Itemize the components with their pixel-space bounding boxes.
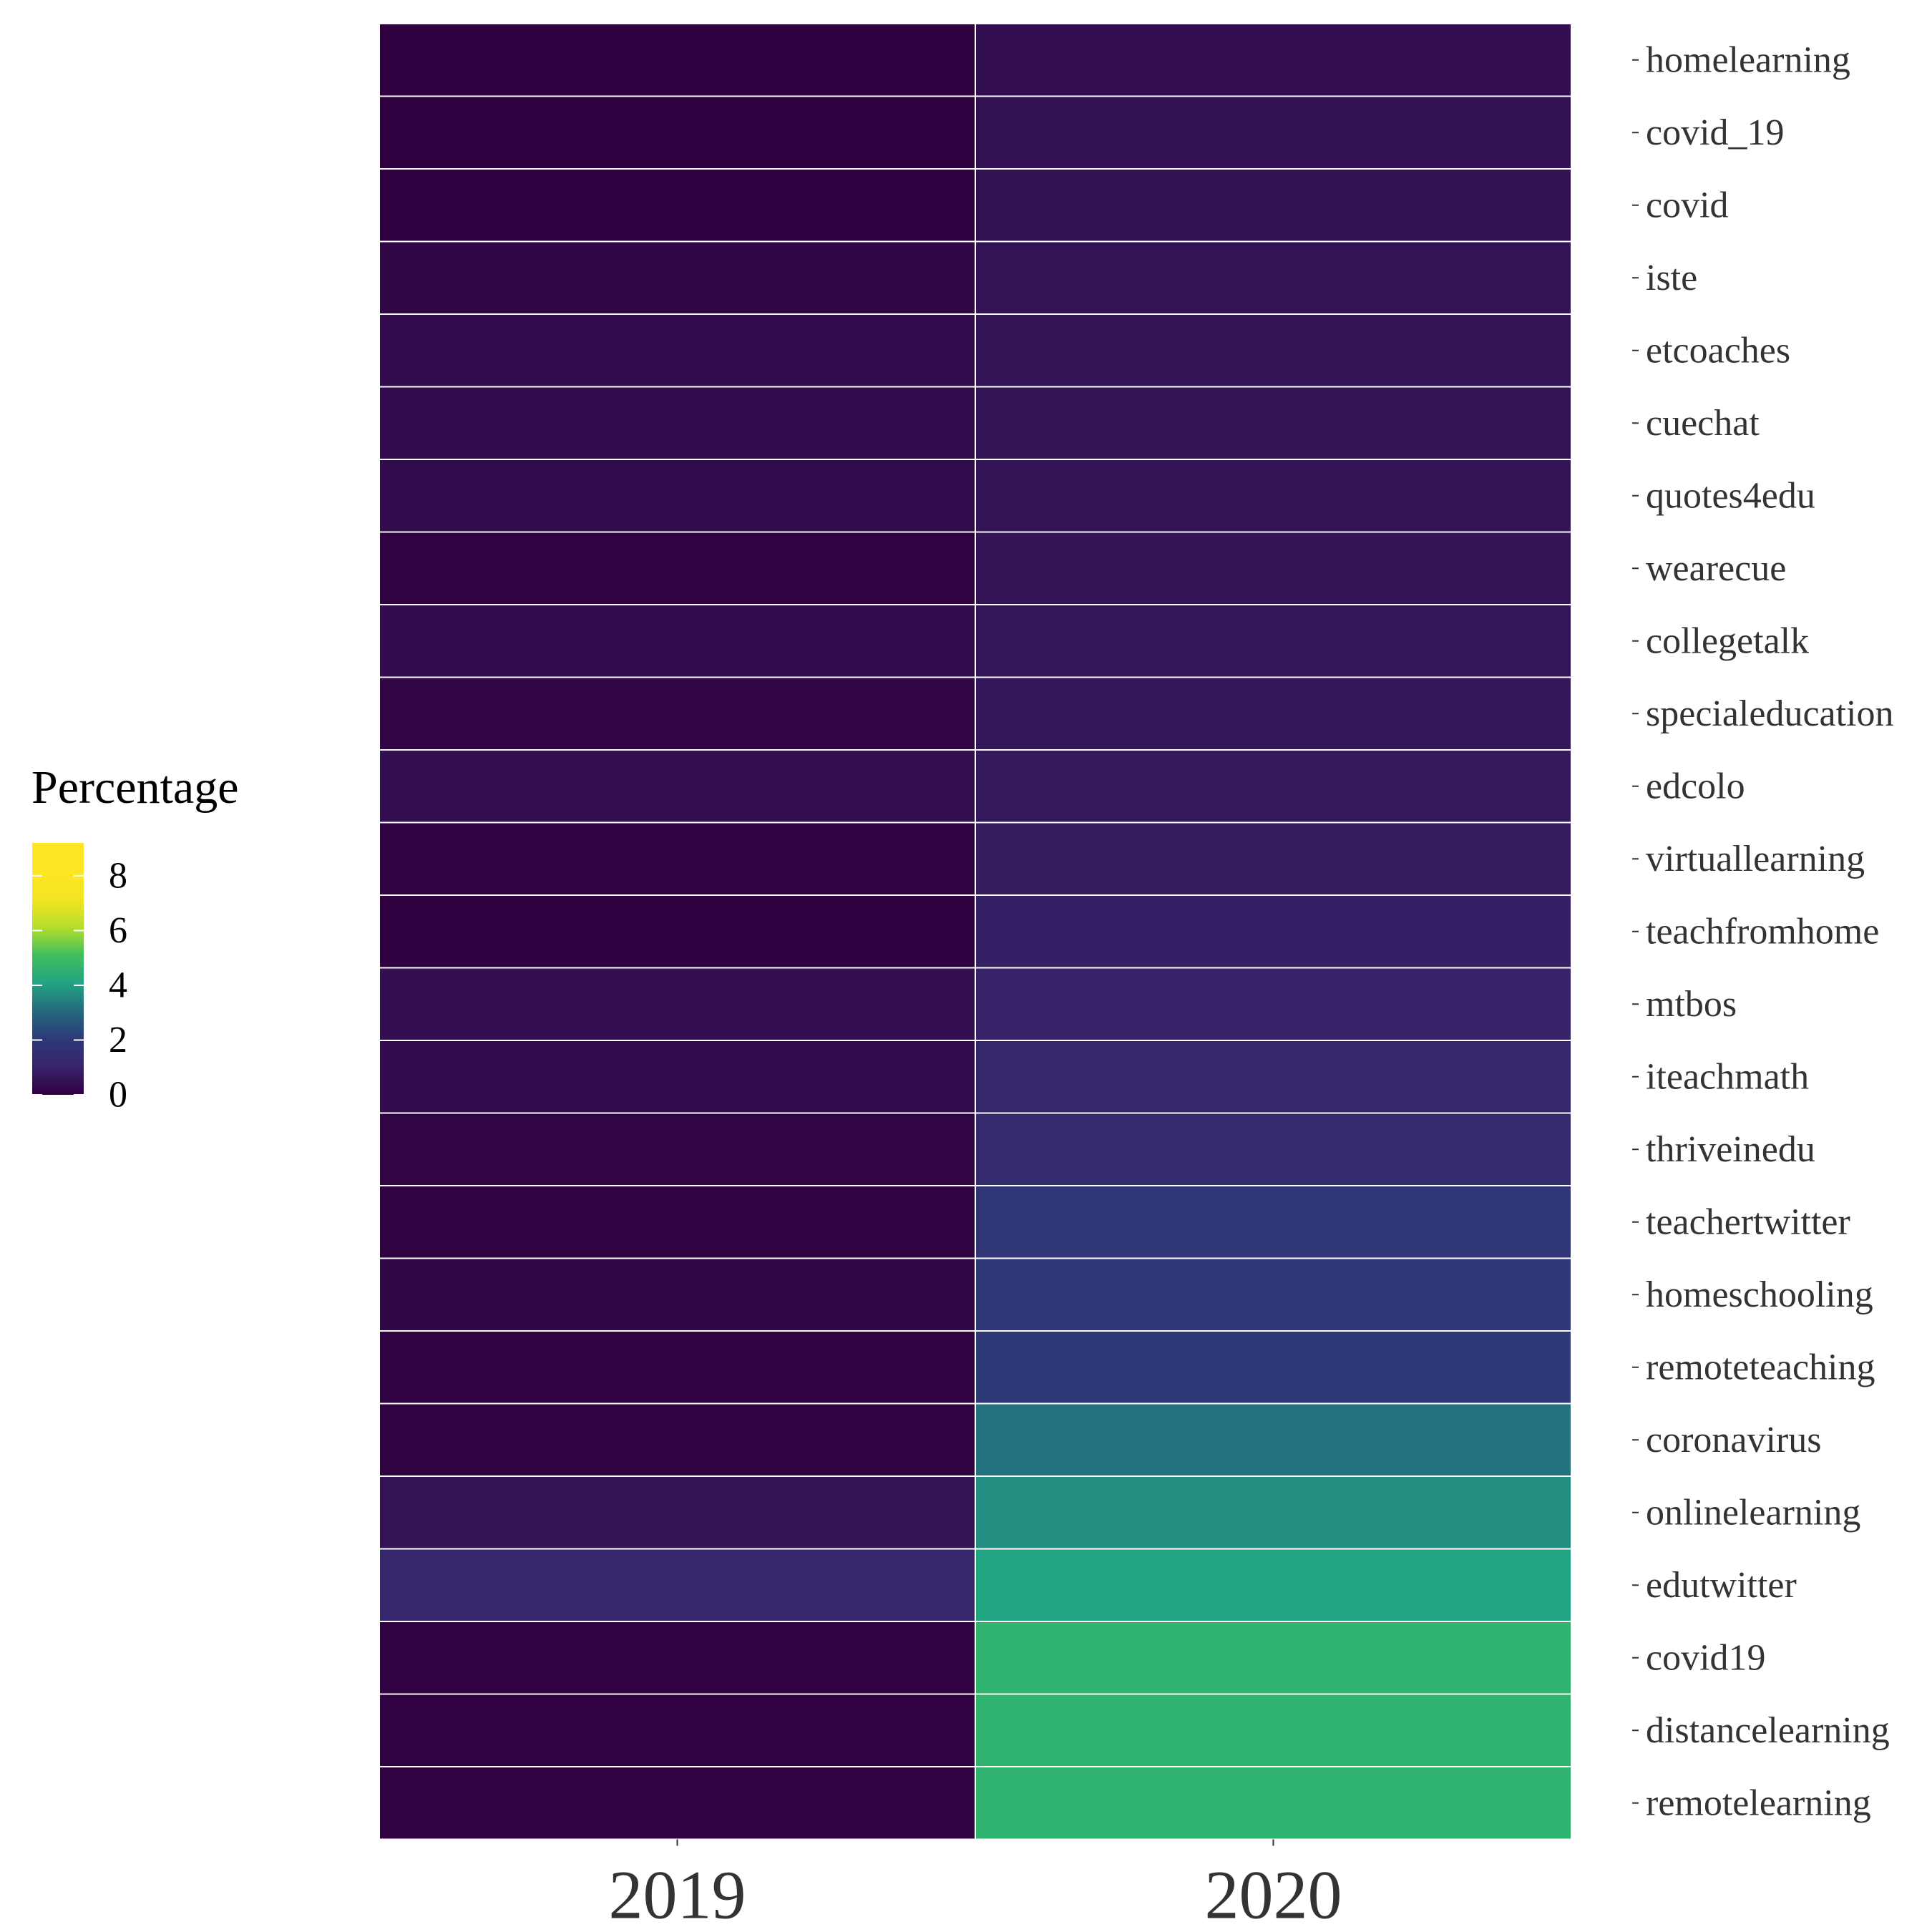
heatmap-cell-2020-mtbos	[975, 967, 1572, 1041]
heatmap-cell-2020-etcoaches	[975, 313, 1572, 388]
heatmap-cell-2020-wearecue	[975, 531, 1572, 605]
heatmap-cell-2019-covid19	[379, 1621, 976, 1695]
heatmap-cell-2019-quotes4edu	[379, 459, 976, 533]
y-tick-label-collegetalk: collegetalk	[1646, 620, 1809, 661]
heatmap-cell-2019-etcoaches	[379, 313, 976, 388]
heatmap-cell-2019-mtbos	[379, 967, 976, 1041]
y-tick-label-edcolo: edcolo	[1646, 766, 1745, 806]
y-tick-label-homelearning: homelearning	[1646, 39, 1850, 80]
heatmap-cell-2019-homelearning	[379, 23, 976, 97]
color-legend: Percentage 0 2 4 6 8	[31, 761, 239, 1116]
heatmap-cell-2020-iteachmath	[975, 1040, 1572, 1114]
heatmap-cell-2019-covid	[379, 168, 976, 243]
heatmap-cell-2019-iste	[379, 240, 976, 315]
heatmap-cell-2019-distancelearning	[379, 1693, 976, 1767]
y-tick-label-distancelearning: distancelearning	[1646, 1710, 1890, 1751]
y-tick-label-covid19: covid19	[1646, 1637, 1766, 1678]
heatmap-cell-2019-wearecue	[379, 531, 976, 605]
y-tick-label-covid_19: covid_19	[1646, 112, 1785, 153]
heatmap-cell-2020-quotes4edu	[975, 459, 1572, 533]
heatmap-cell-2019-teachfromhome	[379, 894, 976, 969]
heatmap-cell-2020-covid19	[975, 1621, 1572, 1695]
heatmap-cell-2019-edutwitter	[379, 1548, 976, 1622]
heatmap-cell-2019-collegetalk	[379, 604, 976, 678]
x-tick-label-2019: 2019	[609, 1857, 746, 1932]
y-tick-label-edutwitter: edutwitter	[1646, 1565, 1797, 1606]
y-tick-label-wearecue: wearecue	[1646, 548, 1786, 589]
x-axis: 2019 2020	[609, 1839, 1342, 1932]
y-tick-label-coronavirus: coronavirus	[1646, 1420, 1821, 1460]
heatmap-cell-2019-onlinelearning	[379, 1475, 976, 1550]
heatmap-cell-2020-teachfromhome	[975, 894, 1572, 969]
heatmap-cell-2019-teachertwitter	[379, 1185, 976, 1259]
y-tick-label-homeschooling: homeschooling	[1646, 1274, 1873, 1315]
heatmap-cell-2020-distancelearning	[975, 1693, 1572, 1767]
heatmap-cell-2019-virtuallearning	[379, 821, 976, 896]
y-tick-label-virtuallearning: virtuallearning	[1646, 839, 1865, 879]
heatmap-cell-2020-collegetalk	[975, 604, 1572, 678]
heatmap-cell-2019-thriveinedu	[379, 1112, 976, 1186]
heatmap-cell-2020-teachertwitter	[975, 1185, 1572, 1259]
heatmap-cells	[379, 23, 1572, 1840]
heatmap-cell-2019-remotelearning	[379, 1766, 976, 1840]
y-tick-label-specialeducation: specialeducation	[1646, 693, 1894, 734]
heatmap-cell-2020-edcolo	[975, 749, 1572, 824]
heatmap-cell-2019-remoteteaching	[379, 1330, 976, 1405]
heatmap-cell-2020-thriveinedu	[975, 1112, 1572, 1186]
legend-title: Percentage	[31, 761, 239, 814]
legend-tick-label-6: 6	[109, 910, 127, 951]
y-tick-label-covid: covid	[1646, 185, 1729, 225]
heatmap-cell-2019-covid_19	[379, 95, 976, 170]
legend-ticks: 0 2 4 6 8	[32, 855, 127, 1116]
heatmap-cell-2020-cuechat	[975, 386, 1572, 460]
y-tick-label-remotelearning: remotelearning	[1646, 1782, 1871, 1823]
heatmap-cell-2020-specialeducation	[975, 676, 1572, 751]
x-tick-label-2020: 2020	[1205, 1857, 1342, 1932]
heatmap-cell-2020-homeschooling	[975, 1257, 1572, 1332]
y-tick-label-cuechat: cuechat	[1646, 403, 1760, 444]
legend-tick-label-2: 2	[109, 1020, 127, 1060]
heatmap-cell-2020-onlinelearning	[975, 1475, 1572, 1550]
heatmap-cell-2019-homeschooling	[379, 1257, 976, 1332]
y-tick-label-mtbos: mtbos	[1646, 984, 1737, 1025]
y-tick-label-quotes4edu: quotes4edu	[1646, 475, 1815, 516]
legend-tick-label-4: 4	[109, 965, 127, 1005]
y-tick-label-etcoaches: etcoaches	[1646, 330, 1790, 371]
heatmap-cell-2020-covid	[975, 168, 1572, 243]
heatmap-cell-2019-cuechat	[379, 386, 976, 460]
heatmap-cell-2019-edcolo	[379, 749, 976, 824]
heatmap-cell-2020-homelearning	[975, 23, 1572, 97]
y-tick-label-thriveinedu: thriveinedu	[1646, 1129, 1815, 1170]
heatmap-cell-2020-iste	[975, 240, 1572, 315]
y-tick-label-iteachmath: iteachmath	[1646, 1056, 1809, 1097]
legend-colorbar	[32, 843, 84, 1095]
y-tick-label-remoteteaching: remoteteaching	[1646, 1347, 1875, 1387]
heatmap-cell-2020-coronavirus	[975, 1402, 1572, 1477]
legend-tick-label-8: 8	[109, 855, 127, 896]
y-tick-label-teachertwitter: teachertwitter	[1646, 1201, 1850, 1242]
heatmap-cell-2020-covid_19	[975, 95, 1572, 170]
y-tick-label-iste: iste	[1646, 258, 1697, 298]
heatmap-cell-2020-edutwitter	[975, 1548, 1572, 1622]
heatmap-cell-2020-remoteteaching	[975, 1330, 1572, 1405]
heatmap-cell-2019-iteachmath	[379, 1040, 976, 1114]
heatmap-cell-2020-remotelearning	[975, 1766, 1572, 1840]
y-tick-label-teachfromhome: teachfromhome	[1646, 911, 1879, 952]
heatmap-cell-2019-specialeducation	[379, 676, 976, 751]
legend-tick-label-0: 0	[109, 1075, 127, 1116]
heatmap-cell-2019-coronavirus	[379, 1402, 976, 1477]
heatmap-cell-2020-virtuallearning	[975, 821, 1572, 896]
y-tick-label-onlinelearning: onlinelearning	[1646, 1492, 1860, 1533]
